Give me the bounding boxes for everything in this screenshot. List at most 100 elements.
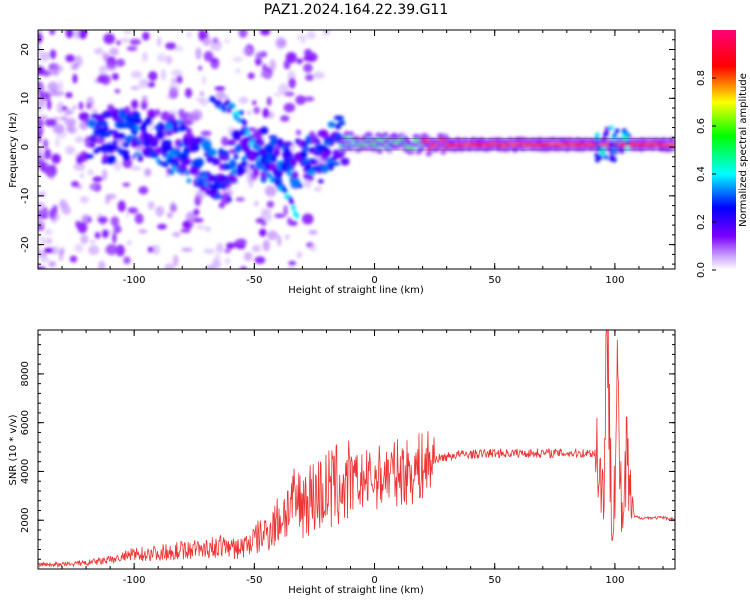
spectrogram-cell (161, 139, 172, 145)
spectrogram-cell (226, 242, 235, 250)
spectrogram-cell (291, 171, 299, 180)
spectrogram-cell (47, 81, 59, 92)
spectrogram-cell (216, 242, 224, 254)
spectrogram-cell (221, 150, 230, 156)
spectrogram-cell (608, 142, 614, 148)
colorbar-tick-label: 0.4 (696, 166, 707, 182)
spectrogram-cell (285, 234, 290, 240)
spectrogram-cell (80, 234, 89, 245)
spectrogram-cell (64, 117, 77, 127)
spectrogram-cell (195, 47, 202, 60)
spectrogram-cell (126, 46, 138, 52)
spectrogram-cell (213, 158, 221, 165)
spectrogram-cell (273, 92, 282, 97)
snr-y-axis-label: SNR (10 * v/v) (8, 414, 19, 485)
spectrogram-cell (224, 95, 229, 101)
spectrogram-cell (78, 30, 88, 39)
spectrogram-cell (48, 261, 57, 268)
spectrogram-cell (44, 228, 53, 236)
spectrogram-cell (116, 40, 121, 46)
spectrogram-cell (612, 133, 618, 139)
spectrogram-cell (56, 101, 65, 114)
spectrogram-cell (194, 167, 200, 173)
spectrogram-cell (101, 229, 109, 238)
spectrogram-cell (264, 185, 277, 197)
spectrogram-cell (623, 131, 629, 137)
spectrogram-cell (314, 186, 323, 192)
spectrogram-cell (594, 136, 600, 142)
spectrogram-cell (46, 99, 52, 111)
spectrogram-cell (77, 222, 88, 234)
spectrogram-cell (38, 107, 44, 113)
spectrogram-frame (37, 29, 676, 270)
snr-frame (37, 329, 676, 570)
spectrogram-cell (295, 34, 307, 40)
spectrogram-cell (172, 119, 179, 129)
spectrogram-cell (117, 200, 126, 212)
spectrogram-cell (138, 78, 150, 89)
colorbar: 0.0 0.2 0.4 0.6 0.8 Normalized spectral ampl… (696, 30, 749, 278)
spectrogram-cell (38, 202, 45, 208)
spectrogram-cell (210, 39, 222, 51)
spectrogram-cell (266, 200, 275, 208)
spectrogram-cell (602, 131, 608, 137)
spectrogram-cell (88, 184, 98, 190)
spectrogram-cell (260, 30, 271, 36)
spectrogram-cell (214, 86, 226, 91)
spectrogram-cell (328, 163, 334, 171)
spectrogram-cell (114, 88, 121, 94)
spectrogram-cell (224, 38, 230, 44)
spectrogram-cell (44, 118, 57, 127)
spectrogram-cell (116, 132, 126, 140)
spectrogram-cell (320, 151, 330, 161)
spectrogram-cell (112, 232, 117, 244)
spectrogram-cell (152, 244, 160, 255)
spectrogram-cell (594, 132, 600, 138)
spectrogram-cell (296, 58, 303, 64)
spectrogram-cell (320, 163, 329, 174)
spectrogram-cell (176, 75, 183, 84)
spectrogram-cell (338, 120, 346, 126)
spectrogram-cell (142, 51, 148, 63)
spectrogram-cell (366, 131, 373, 137)
spectrogram-cell (252, 100, 257, 106)
spectrogram-cell (72, 105, 77, 110)
spectrogram-cell (238, 96, 249, 105)
spectrogram-cell (262, 107, 270, 118)
spectrogram-cell (283, 205, 288, 217)
spectrogram-cell (269, 59, 277, 72)
spectrogram-cell (59, 116, 68, 121)
spectrogram-cell (43, 247, 54, 254)
spectrogram-cell (255, 50, 263, 60)
spectrogram-cell (147, 109, 156, 119)
spectrogram-cell (165, 153, 171, 159)
spectrogram-cell (154, 108, 161, 117)
spectrogram-cell (163, 162, 169, 168)
spectrogram-ytick-label: 20 (20, 43, 31, 56)
spectrogram-cell (260, 157, 266, 163)
spectrogram-cell (283, 102, 296, 113)
spectrogram-cell (200, 139, 212, 150)
snr-ticks: -100 -50 0 50 100 2000 4000 6000 8000 (20, 330, 675, 586)
spectrogram-cell (156, 130, 165, 140)
snr-ytick-label: 6000 (20, 410, 31, 435)
spectrogram-cell (186, 127, 192, 134)
spectrogram-cell (327, 121, 336, 128)
spectrogram-cell (94, 114, 106, 122)
spectrogram-cell (187, 31, 192, 38)
spectrogram-cell (90, 137, 97, 143)
spectrogram-cell (246, 110, 252, 116)
spectrogram-cell (603, 154, 609, 160)
spectrogram-cell (238, 30, 248, 38)
spectrogram-cell (271, 153, 277, 163)
spectrogram-cell (409, 149, 416, 155)
spectrogram-cell (228, 175, 238, 183)
spectrogram-cell (49, 30, 56, 36)
spectrogram-cell (212, 258, 221, 269)
spectrogram-cell (67, 108, 74, 116)
spectrogram-cell (296, 251, 303, 259)
colorbar-gradient (712, 30, 736, 270)
spectrogram-cell (614, 128, 620, 134)
spectrogram-xtick-label: -50 (246, 275, 262, 286)
spectrogram-cell (264, 165, 270, 171)
